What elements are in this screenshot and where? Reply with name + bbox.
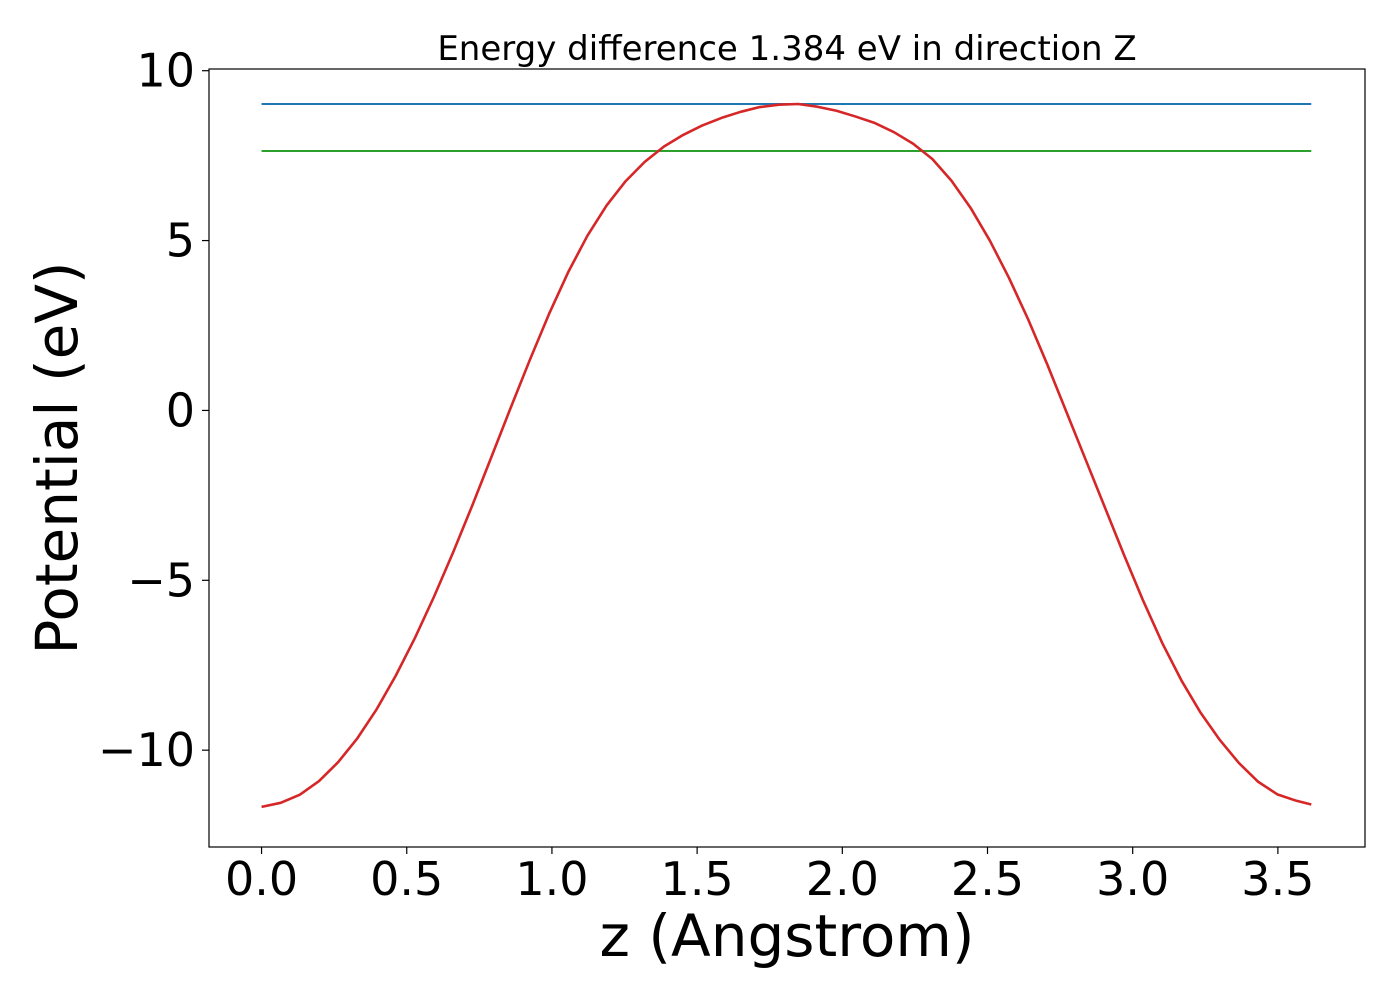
y-tick-label: 0 (166, 383, 195, 437)
x-tick-label: 1.5 (661, 852, 734, 906)
x-tick-label: 3.5 (1241, 852, 1314, 906)
x-axis-label: z (Angstrom) (600, 902, 975, 970)
chart-title: Energy difference 1.384 eV in direction … (437, 29, 1136, 69)
x-tick-label: 3.0 (1096, 852, 1169, 906)
y-axis-label: Potential (eV) (23, 261, 91, 654)
x-tick-label: 2.5 (951, 852, 1024, 906)
x-tick-label: 2.0 (806, 852, 879, 906)
x-tick-label: 0.0 (225, 852, 298, 906)
x-tick-label: 1.0 (515, 852, 588, 906)
axes-frame (208, 68, 1366, 848)
y-tick-label: 5 (166, 214, 195, 268)
y-tick-label: 10 (136, 44, 195, 98)
series-line-potential (261, 102, 1312, 809)
y-tick-label: −10 (98, 723, 195, 777)
y-axis-ticks: −10 −5 0 5 10 (98, 44, 209, 777)
x-tick-label: 0.5 (370, 852, 443, 906)
y-tick-label: −5 (127, 553, 195, 607)
x-axis-ticks: 0.0 0.5 1.0 1.5 2.0 2.5 3.0 3.5 (225, 847, 1314, 906)
plot-series (261, 102, 1312, 809)
